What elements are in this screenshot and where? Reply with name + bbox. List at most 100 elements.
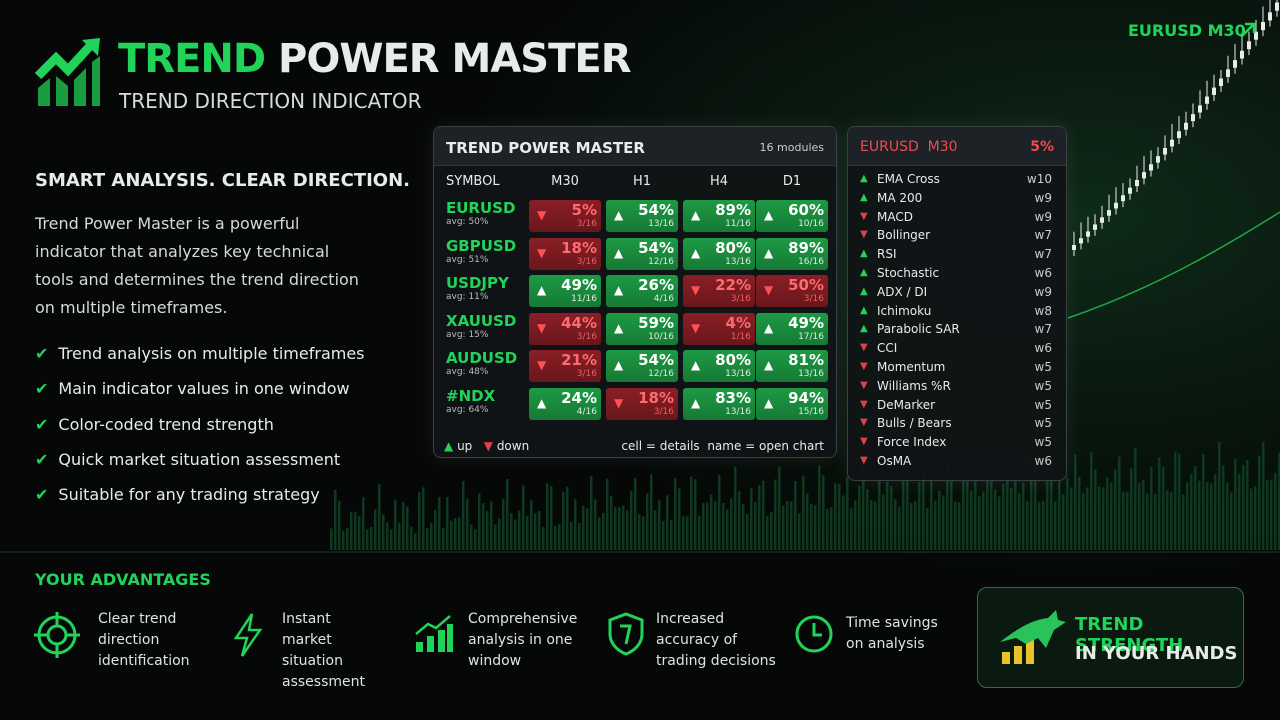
detail-timeframe: M30 xyxy=(927,139,958,155)
trend-cell[interactable]: ▲ 49% 17/16 xyxy=(756,312,828,345)
volume-bar xyxy=(1122,491,1125,550)
trend-cell[interactable]: ▲ 83% 13/16 xyxy=(683,387,755,420)
volume-bar xyxy=(706,502,709,550)
arrow-icon xyxy=(1240,22,1256,38)
volume-bar xyxy=(442,527,445,550)
volume-bar xyxy=(1026,500,1029,550)
trend-cell[interactable]: ▲ 89% 16/16 xyxy=(756,237,828,270)
volume-bar xyxy=(1158,457,1161,550)
volume-bar xyxy=(586,508,589,550)
volume-bar xyxy=(682,516,685,550)
title: TREND POWER MASTER xyxy=(118,36,632,82)
trend-cell[interactable]: ▲ 80% 13/16 xyxy=(683,350,755,382)
volume-bar xyxy=(622,505,625,550)
cell-percent: 21% xyxy=(561,351,597,369)
cell-percent: 18% xyxy=(638,388,674,407)
volume-bar xyxy=(1234,459,1237,550)
arrow-up: ▲ xyxy=(614,320,624,335)
trend-cell[interactable]: ▼ 18% 3/16 xyxy=(606,387,678,420)
arrow-down: ▼ xyxy=(860,379,868,391)
symbol-name[interactable]: XAUUSD xyxy=(446,311,517,330)
logo-arrowhead xyxy=(82,38,100,56)
volume-bar xyxy=(530,500,533,550)
trend-cell[interactable]: ▲ 54% 13/16 xyxy=(606,200,678,232)
volume-bar xyxy=(810,503,813,550)
trend-cell[interactable]: ▲ 89% 11/16 xyxy=(683,200,755,232)
advantage: Time savings on analysis xyxy=(846,615,938,652)
volume-bar xyxy=(886,481,889,550)
volume-bar xyxy=(782,505,785,550)
volume-bar xyxy=(1250,488,1253,550)
symbol-name[interactable]: USDJPY xyxy=(446,274,509,292)
trend-cell[interactable]: ▲ 60% 10/16 xyxy=(756,200,828,232)
trend-cell[interactable]: ▲ 80% 13/16 xyxy=(683,237,755,270)
volume-bar xyxy=(482,503,485,550)
cell-percent: 18% xyxy=(561,238,597,257)
symbol-name[interactable]: GBPUSD xyxy=(446,236,517,255)
cell-count: 3/16 xyxy=(576,256,597,267)
slogan-line2: IN YOUR HANDS xyxy=(1075,643,1238,664)
cell-percent: 4% xyxy=(725,313,751,332)
intro-heading: SMART ANALYSIS. CLEAR DIRECTION. xyxy=(35,170,410,191)
volume-bar xyxy=(1054,501,1057,550)
trend-cell[interactable]: ▲ 59% 10/16 xyxy=(606,312,678,345)
candle-body xyxy=(1072,244,1076,250)
trend-cell[interactable]: ▼ 50% 3/16 xyxy=(756,275,828,307)
volume-bar xyxy=(350,511,353,550)
volume-bar xyxy=(1082,492,1085,550)
volume-bar xyxy=(390,529,393,550)
cell-count: 3/16 xyxy=(803,294,824,304)
candle-body xyxy=(1233,60,1237,68)
candle-body xyxy=(1254,31,1258,40)
trend-cell[interactable]: ▼ 18% 3/16 xyxy=(529,237,601,270)
volume-bar xyxy=(450,520,453,550)
volume-bar xyxy=(1034,463,1037,550)
trend-cell[interactable]: ▲ 24% 4/16 xyxy=(529,387,601,420)
volume-bar xyxy=(1202,454,1205,550)
volume-bar xyxy=(1246,460,1249,550)
trend-cell[interactable]: ▼ 21% 3/16 xyxy=(529,350,601,382)
symbol-badge[interactable]: EURUSD M30 xyxy=(1128,21,1246,40)
volume-bar xyxy=(890,486,893,550)
volume-bar xyxy=(402,502,405,550)
clock-face xyxy=(795,615,833,653)
arrow-up: ▲ xyxy=(860,323,868,335)
symbol-name[interactable]: EURUSD xyxy=(446,199,516,217)
arrow-up: ▲ xyxy=(860,248,868,260)
trend-cell[interactable]: ▼ 4% 1/16 xyxy=(683,312,755,345)
volume-bar xyxy=(438,496,441,550)
trend-cell[interactable]: ▼ 5% 3/16 xyxy=(529,200,601,232)
trend-cell[interactable]: ▼ 44% 3/16 xyxy=(529,312,601,345)
trend-cell[interactable]: ▲ 49% 11/16 xyxy=(529,275,601,307)
symbol-name[interactable]: AUDUSD xyxy=(446,349,518,367)
volume-bar xyxy=(362,497,365,550)
trend-cell[interactable]: ▲ 81% 13/16 xyxy=(756,350,828,382)
volume-bar xyxy=(1266,480,1269,550)
volume-bar xyxy=(494,524,497,550)
cell-percent: 22% xyxy=(715,276,751,294)
volume-bar xyxy=(786,500,789,550)
trend-cell[interactable]: ▲ 54% 12/16 xyxy=(606,350,678,382)
indicator-weight: w6 xyxy=(1034,454,1052,468)
volume-bar xyxy=(342,530,345,550)
trend-cell[interactable]: ▲ 54% 12/16 xyxy=(606,237,678,270)
candle-body xyxy=(1142,172,1146,179)
volume-bar xyxy=(734,467,737,550)
volume-bar xyxy=(1262,441,1265,550)
volume-bar xyxy=(1222,465,1225,550)
volume-bar xyxy=(1074,454,1077,550)
symbol-name[interactable]: #NDX xyxy=(446,386,496,405)
volume-bar xyxy=(630,490,633,550)
volume-bar xyxy=(974,481,977,550)
arrow-down: ▼ xyxy=(537,320,547,335)
volume-bar xyxy=(1138,483,1141,550)
volume-bar xyxy=(754,502,757,550)
trend-cell[interactable]: ▲ 26% 4/16 xyxy=(606,275,678,307)
trend-cell[interactable]: ▲ 94% 15/16 xyxy=(756,387,828,420)
trend-cell[interactable]: ▼ 22% 3/16 xyxy=(683,275,755,307)
volume-bar xyxy=(634,478,637,550)
volume-bar xyxy=(694,479,697,550)
detail-value: 5% xyxy=(1030,139,1054,155)
feature-text: Suitable for any trading strategy xyxy=(58,485,320,505)
volume-bar xyxy=(702,503,705,550)
